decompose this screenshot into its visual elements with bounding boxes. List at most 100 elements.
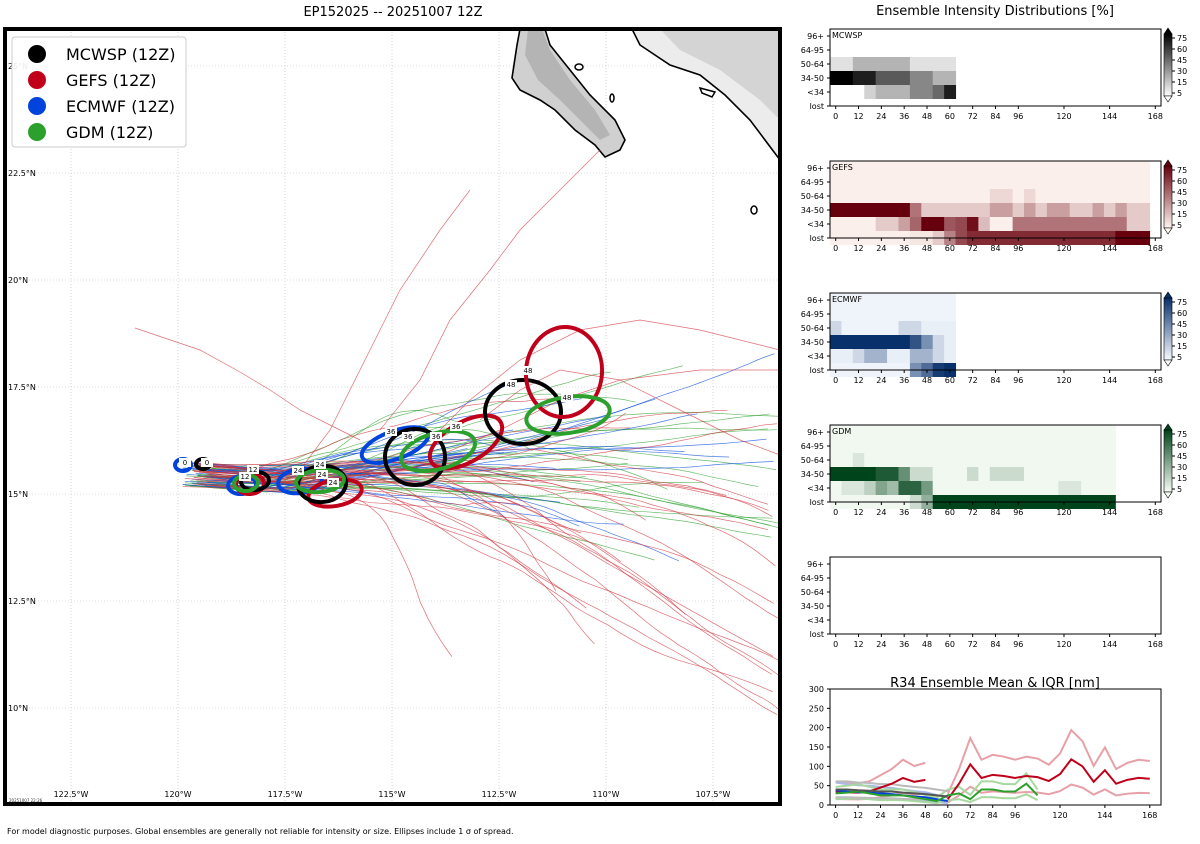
heatmap-cell	[909, 453, 922, 467]
heatmap-cell	[852, 293, 865, 307]
heatmap-cell	[841, 43, 854, 57]
heatmap-cell	[1001, 175, 1014, 189]
heatmap-cell	[898, 321, 911, 335]
island-3	[609, 93, 615, 103]
heatmap-cell	[864, 425, 877, 439]
heatmap-cell	[1035, 467, 1048, 481]
heatmap-cell	[898, 425, 911, 439]
heatmap-cell	[921, 189, 934, 203]
heatmap-cell	[1138, 217, 1151, 231]
x-tick-label: 12	[853, 508, 863, 517]
colorbar-label: 5	[1177, 221, 1182, 230]
x-tick-label: 48	[922, 508, 932, 517]
heatmap-cell	[921, 161, 934, 175]
heatmap-cell	[909, 175, 922, 189]
heatmap-cell	[978, 217, 991, 231]
heatmap-cell	[898, 57, 911, 71]
heatmap-cell	[875, 57, 888, 71]
ellipse-label: 36	[404, 433, 413, 441]
legend-label: MCWSP (12Z)	[66, 45, 176, 64]
heatmap-cell	[864, 71, 877, 85]
heatmap-cell	[887, 439, 899, 453]
x-tick-label: 72	[968, 244, 978, 253]
heatmap-cell	[864, 161, 877, 175]
heatmap-cell	[887, 425, 899, 439]
x-tick-label: 48	[920, 811, 930, 820]
colorbar-max-arrow	[1163, 423, 1173, 431]
heatmap-cell	[898, 85, 911, 99]
heatmap-cell	[887, 161, 899, 175]
heatmap-cell	[875, 321, 888, 335]
heatmap-cell	[875, 217, 888, 231]
heatmap-cell	[864, 43, 877, 57]
ensemble-track	[379, 149, 601, 431]
heatmap-cell	[909, 57, 922, 71]
heatmap-cell	[898, 203, 911, 217]
colorbar-label: 60	[1177, 441, 1187, 450]
x-tick-label: 0	[833, 112, 838, 121]
heatmap-cell	[1081, 439, 1094, 453]
heatmap-cell	[887, 175, 899, 189]
heatmap-cell	[852, 189, 865, 203]
heatmap-cell	[887, 467, 899, 481]
heatmap-cell	[1035, 439, 1048, 453]
r34-iqr-lower	[947, 783, 1150, 804]
heatmap-cell	[944, 467, 957, 481]
x-tick-label: 84	[990, 244, 1000, 253]
heatmap-cell	[1081, 189, 1094, 203]
x-tick-label: 36	[899, 112, 909, 121]
heatmap-cell	[1069, 161, 1082, 175]
ellipse-label-bg	[327, 478, 339, 487]
row-label: lost	[810, 102, 824, 111]
colorbar-label: 45	[1177, 56, 1187, 65]
heatmap-cell	[830, 321, 842, 335]
heatmap-cell	[852, 85, 865, 99]
heatmap-cell	[909, 71, 922, 85]
x-tick-label: 120	[1056, 244, 1071, 253]
legend-label: ECMWF (12Z)	[66, 97, 175, 116]
heatmap-cell	[1138, 161, 1151, 175]
colorbar-label: 30	[1177, 331, 1187, 340]
row-label: <34	[807, 616, 824, 625]
heatmap-cell	[898, 293, 911, 307]
colorbar-max-arrow	[1163, 27, 1173, 35]
heatmap-cell	[1092, 425, 1105, 439]
heatmap-cell	[1126, 203, 1139, 217]
colorbar-label: 60	[1177, 177, 1187, 186]
heatmap-cell	[1001, 425, 1014, 439]
row-label: <34	[807, 484, 824, 493]
row-label: 50-64	[801, 324, 824, 333]
heatmap-cell	[852, 29, 865, 43]
x-tick-label: 24	[876, 508, 886, 517]
heatmap-cell	[1046, 217, 1059, 231]
heatmap-cell	[898, 43, 911, 57]
heatmap-cell	[932, 349, 945, 363]
row-label: 96+	[807, 560, 824, 569]
heatmap-cell	[978, 453, 991, 467]
island-1	[698, 86, 717, 98]
heatmap-cell	[887, 293, 899, 307]
heatmap-cell	[909, 321, 922, 335]
heatmap-cell	[830, 71, 842, 85]
heatmap-cell	[966, 217, 979, 231]
heatmap-cell	[875, 425, 888, 439]
row-label: 50-64	[801, 588, 824, 597]
heatmap-cell	[932, 189, 945, 203]
heatmap-cell	[830, 29, 842, 43]
heatmap-cell	[830, 453, 842, 467]
row-label: 96+	[807, 428, 824, 437]
ellipse-label: 24	[318, 471, 327, 479]
ensemble-track	[201, 470, 774, 604]
heatmap-cell	[887, 29, 899, 43]
heatmap-cell	[1024, 481, 1036, 495]
heatmap-cell	[830, 439, 842, 453]
heatmap-cell	[864, 189, 877, 203]
heatmap-cell	[932, 453, 945, 467]
heatmap-cell	[875, 349, 888, 363]
colorbar-min-arrow	[1163, 491, 1173, 499]
heatmap-cell	[887, 71, 899, 85]
ellipse-label: 48	[524, 367, 533, 375]
